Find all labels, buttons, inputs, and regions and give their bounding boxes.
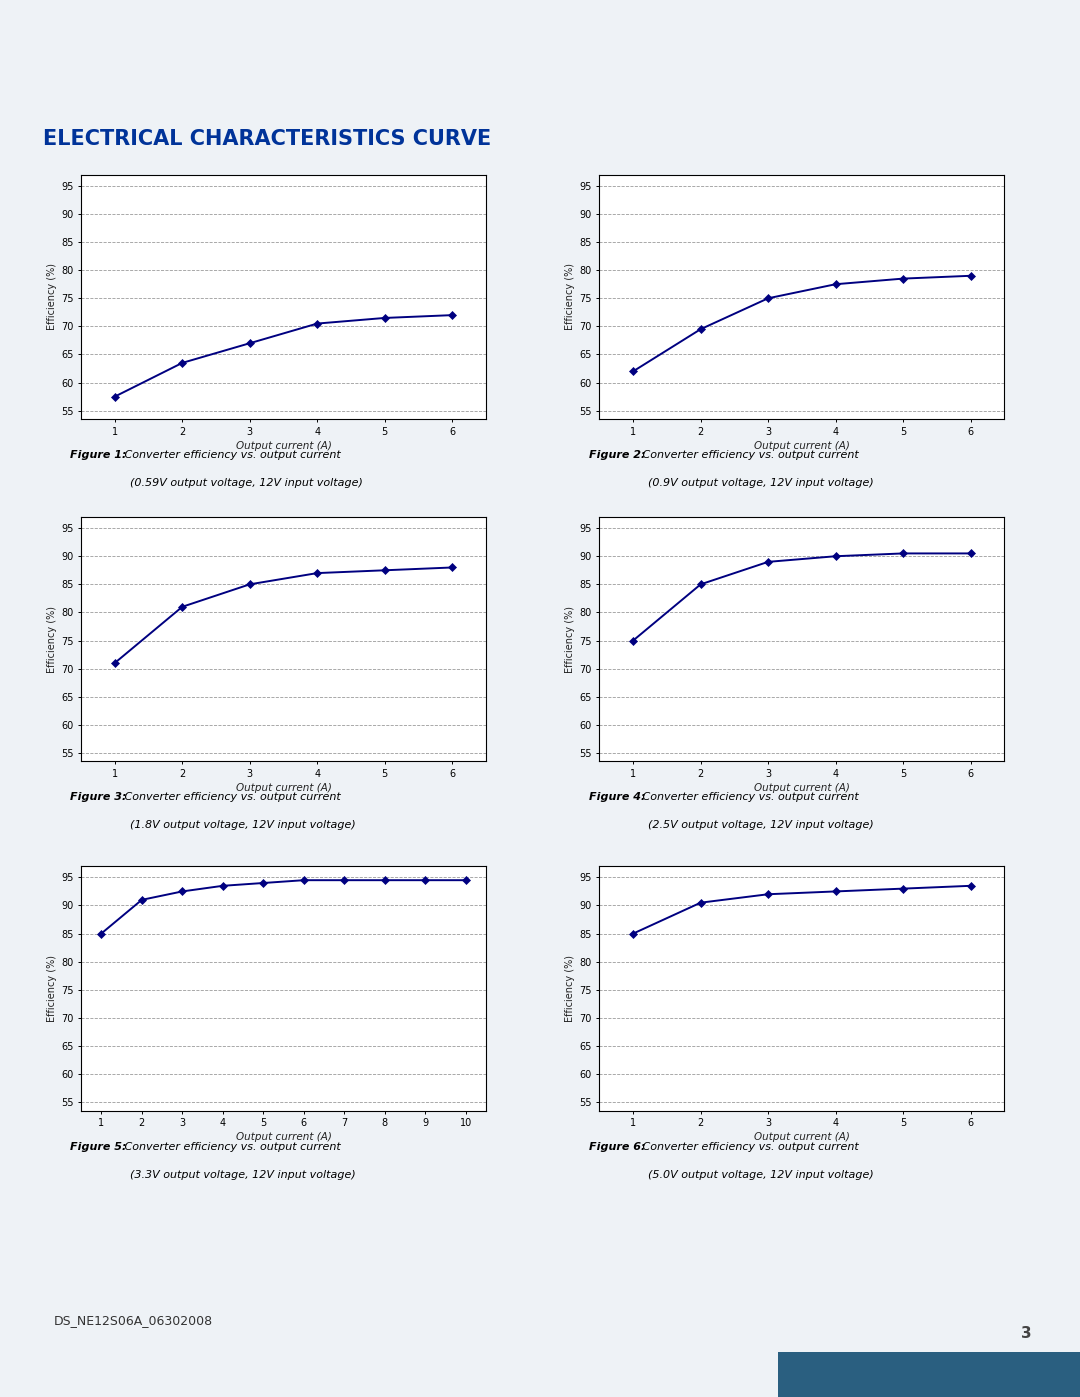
- Text: Figure 3:: Figure 3:: [70, 792, 126, 802]
- Y-axis label: Efficiency (%): Efficiency (%): [46, 956, 56, 1021]
- Text: Converter efficiency vs. output current: Converter efficiency vs. output current: [121, 1141, 340, 1151]
- Y-axis label: Efficiency (%): Efficiency (%): [565, 606, 575, 672]
- Text: Figure 5:: Figure 5:: [70, 1141, 126, 1151]
- Text: (3.3V output voltage, 12V input voltage): (3.3V output voltage, 12V input voltage): [130, 1169, 355, 1179]
- Text: Figure 4:: Figure 4:: [589, 792, 645, 802]
- Y-axis label: Efficiency (%): Efficiency (%): [46, 264, 56, 330]
- Text: Figure 2:: Figure 2:: [589, 450, 645, 460]
- Text: (5.0V output voltage, 12V input voltage): (5.0V output voltage, 12V input voltage): [648, 1169, 874, 1179]
- Text: Converter efficiency vs. output current: Converter efficiency vs. output current: [121, 792, 340, 802]
- X-axis label: Output current (A): Output current (A): [754, 1133, 850, 1143]
- Text: Converter efficiency vs. output current: Converter efficiency vs. output current: [639, 792, 859, 802]
- X-axis label: Output current (A): Output current (A): [235, 441, 332, 451]
- X-axis label: Output current (A): Output current (A): [235, 784, 332, 793]
- Y-axis label: Efficiency (%): Efficiency (%): [565, 264, 575, 330]
- Text: (0.59V output voltage, 12V input voltage): (0.59V output voltage, 12V input voltage…: [130, 478, 363, 488]
- Text: 3: 3: [1021, 1326, 1031, 1341]
- Y-axis label: Efficiency (%): Efficiency (%): [565, 956, 575, 1021]
- Text: (1.8V output voltage, 12V input voltage): (1.8V output voltage, 12V input voltage): [130, 820, 355, 830]
- Text: (0.9V output voltage, 12V input voltage): (0.9V output voltage, 12V input voltage): [648, 478, 874, 488]
- Text: Converter efficiency vs. output current: Converter efficiency vs. output current: [639, 450, 859, 460]
- Text: (2.5V output voltage, 12V input voltage): (2.5V output voltage, 12V input voltage): [648, 820, 874, 830]
- Y-axis label: Efficiency (%): Efficiency (%): [46, 606, 56, 672]
- Text: ELECTRICAL CHARACTERISTICS CURVE: ELECTRICAL CHARACTERISTICS CURVE: [43, 130, 491, 149]
- X-axis label: Output current (A): Output current (A): [754, 784, 850, 793]
- X-axis label: Output current (A): Output current (A): [754, 441, 850, 451]
- X-axis label: Output current (A): Output current (A): [235, 1133, 332, 1143]
- Text: Converter efficiency vs. output current: Converter efficiency vs. output current: [639, 1141, 859, 1151]
- Text: DS_NE12S06A_06302008: DS_NE12S06A_06302008: [54, 1315, 213, 1327]
- Text: Converter efficiency vs. output current: Converter efficiency vs. output current: [121, 450, 340, 460]
- Text: Figure 1:: Figure 1:: [70, 450, 126, 460]
- Text: Figure 6:: Figure 6:: [589, 1141, 645, 1151]
